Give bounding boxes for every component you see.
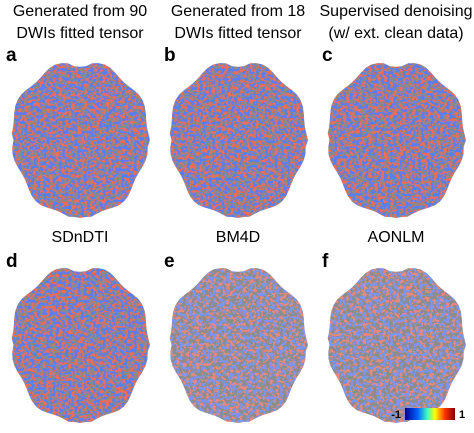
brain-map (11, 268, 151, 423)
colorbar-max: 1 (459, 409, 465, 421)
panel-label: d (6, 251, 18, 272)
panel: Supervised denoising (w/ ext. clean data)… (320, 3, 473, 218)
panel-label: e (164, 251, 175, 272)
panel-title: DWIs fitted tensor (174, 25, 302, 42)
panel: Generated from 18 DWIs fitted tensor b (164, 3, 308, 218)
brain-map (11, 63, 151, 218)
panel-title: DWIs fitted tensor (16, 25, 144, 42)
panel-title: BM4D (216, 229, 260, 246)
panel: AONLM f (322, 229, 466, 423)
panel-label: c (322, 45, 333, 66)
panel-label: a (6, 45, 17, 66)
brain-map (169, 63, 308, 218)
panel: SDnDTI d (6, 229, 151, 423)
panel-title: (w/ ext. clean data) (328, 25, 463, 42)
panel-label: b (164, 45, 176, 66)
panel-title: Generated from 90 (13, 3, 147, 20)
colorbar (405, 408, 455, 420)
brain-map (169, 268, 308, 423)
panel-title: Supervised denoising (320, 3, 473, 20)
colorbar-min: -1 (391, 409, 401, 421)
panel: BM4D e (164, 229, 308, 423)
brain-map (327, 268, 466, 423)
panel-label: f (322, 251, 329, 272)
panel-title: SDnDTI (52, 229, 109, 246)
panel-title: AONLM (368, 229, 425, 246)
panel-title: Generated from 18 (171, 3, 305, 20)
brain-map (327, 63, 466, 218)
panel: Generated from 90 DWIs fitted tensor a (6, 3, 151, 218)
